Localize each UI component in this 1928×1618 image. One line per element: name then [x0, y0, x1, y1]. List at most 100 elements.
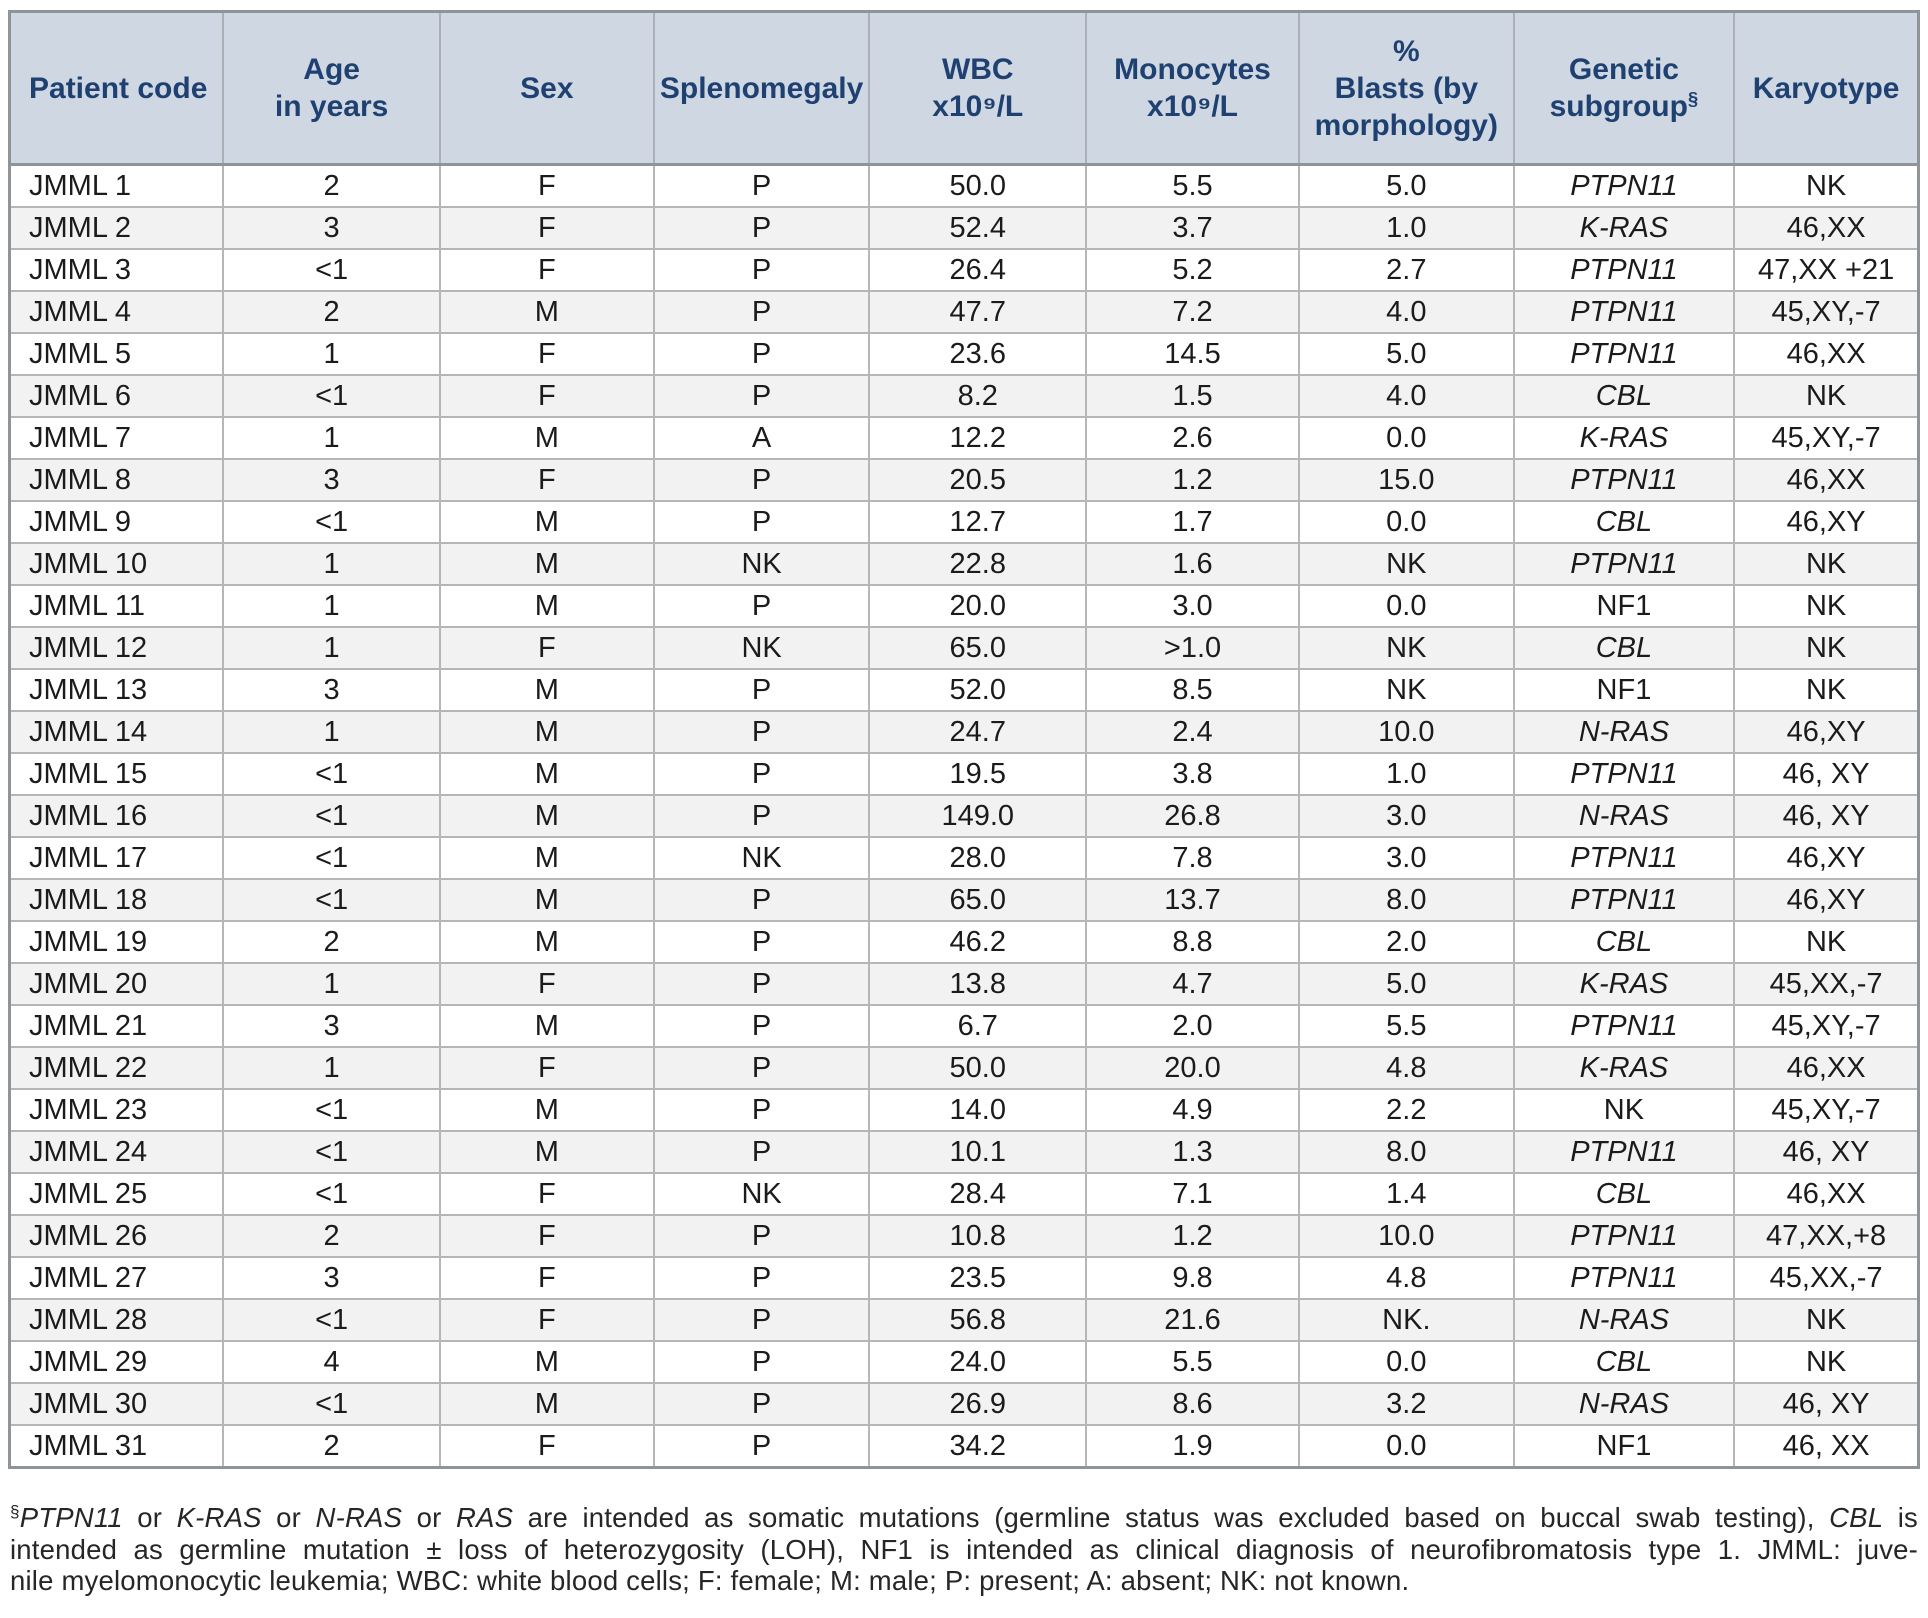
table-row: JMML 13 3 M P 52.0 8.5 NK NF1 NK: [8, 668, 1920, 712]
cell-patient-code: JMML 16: [8, 794, 225, 838]
cell-splenomegaly: P: [652, 878, 871, 922]
cell-karyotype: NK: [1733, 374, 1920, 418]
cell-blasts: 5.0: [1297, 163, 1515, 208]
cell-patient-code: JMML 25: [8, 1172, 225, 1216]
cell-age-years: 2: [222, 920, 441, 964]
cell-wbc: 12.2: [868, 416, 1088, 460]
cell-sex: M: [438, 1130, 655, 1174]
cell-wbc: 8.2: [868, 374, 1088, 418]
cell-wbc: 22.8: [868, 542, 1088, 586]
cell-splenomegaly: P: [652, 752, 871, 796]
cell-genetic-subgroup: CBL: [1512, 1172, 1736, 1216]
cell-splenomegaly: P: [652, 1382, 871, 1426]
table-row: JMML 31 2 F P 34.2 1.9 0.0 NF1 46, XX: [8, 1424, 1920, 1469]
cell-blasts: 0.0: [1297, 1340, 1515, 1384]
cell-age-years: <1: [222, 794, 441, 838]
table-row: JMML 2 3 F P 52.4 3.7 1.0 K-RAS 46,XX: [8, 206, 1920, 250]
cell-monocytes: 2.0: [1085, 1004, 1300, 1048]
cell-splenomegaly: P: [652, 500, 871, 544]
cell-monocytes: 2.6: [1085, 416, 1300, 460]
cell-monocytes: 3.8: [1085, 752, 1300, 796]
cell-blasts: 5.0: [1297, 962, 1515, 1006]
cell-splenomegaly: NK: [652, 836, 871, 880]
cell-blasts: 3.2: [1297, 1382, 1515, 1426]
cell-monocytes: 8.6: [1085, 1382, 1300, 1426]
cell-monocytes: 1.5: [1085, 374, 1300, 418]
cell-age-years: 2: [222, 163, 441, 208]
cell-sex: F: [438, 206, 655, 250]
cell-karyotype: 45,XY,-7: [1733, 1088, 1920, 1132]
cell-karyotype: 45,XX,-7: [1733, 1256, 1920, 1300]
cell-patient-code: JMML 15: [8, 752, 225, 796]
cell-splenomegaly: P: [652, 1046, 871, 1090]
cell-age-years: 2: [222, 1214, 441, 1258]
cell-patient-code: JMML 29: [8, 1340, 225, 1384]
cell-blasts: 4.0: [1297, 290, 1515, 334]
cell-karyotype: NK: [1733, 920, 1920, 964]
cell-wbc: 24.7: [868, 710, 1088, 754]
cell-splenomegaly: P: [652, 1340, 871, 1384]
header-cell-genetic-subgroup: Genetic subgroup§: [1512, 10, 1736, 166]
cell-monocytes: 26.8: [1085, 794, 1300, 838]
cell-wbc: 52.0: [868, 668, 1088, 712]
table-row: JMML 16 <1 M P 149.0 26.8 3.0 N-RAS 46, XY: [8, 794, 1920, 838]
cell-blasts: 4.8: [1297, 1256, 1515, 1300]
cell-blasts: 0.0: [1297, 584, 1515, 628]
cell-genetic-subgroup: N-RAS: [1512, 710, 1736, 754]
cell-splenomegaly: A: [652, 416, 871, 460]
cell-blasts: 5.5: [1297, 1004, 1515, 1048]
cell-age-years: <1: [222, 752, 441, 796]
cell-sex: M: [438, 752, 655, 796]
cell-wbc: 28.4: [868, 1172, 1088, 1216]
cell-age-years: 1: [222, 584, 441, 628]
cell-splenomegaly: P: [652, 920, 871, 964]
cell-splenomegaly: P: [652, 1214, 871, 1258]
cell-age-years: 3: [222, 458, 441, 502]
table-row: JMML 12 1 F NK 65.0 >1.0 NK CBL NK: [8, 626, 1920, 670]
cell-splenomegaly: P: [652, 794, 871, 838]
cell-age-years: 3: [222, 668, 441, 712]
cell-patient-code: JMML 23: [8, 1088, 225, 1132]
cell-wbc: 19.5: [868, 752, 1088, 796]
cell-monocytes: 13.7: [1085, 878, 1300, 922]
table-row: JMML 10 1 M NK 22.8 1.6 NK PTPN11 NK: [8, 542, 1920, 586]
cell-karyotype: 46,XY: [1733, 500, 1920, 544]
cell-karyotype: 46,XY: [1733, 710, 1920, 754]
cell-age-years: <1: [222, 1088, 441, 1132]
cell-patient-code: JMML 17: [8, 836, 225, 880]
table-row: JMML 23 <1 M P 14.0 4.9 2.2 NK 45,XY,-7: [8, 1088, 1920, 1132]
footnote-line: intended as germline mutation ± loss of …: [10, 1533, 1918, 1565]
cell-wbc: 10.8: [868, 1214, 1088, 1258]
table-row: JMML 17 <1 M NK 28.0 7.8 3.0 PTPN11 46,XY: [8, 836, 1920, 880]
cell-genetic-subgroup: PTPN11: [1512, 248, 1736, 292]
cell-karyotype: 47,XX,+8: [1733, 1214, 1920, 1258]
cell-monocytes: 1.2: [1085, 458, 1300, 502]
cell-age-years: <1: [222, 248, 441, 292]
cell-splenomegaly: NK: [652, 626, 871, 670]
cell-blasts: 3.0: [1297, 794, 1515, 838]
table-row: JMML 27 3 F P 23.5 9.8 4.8 PTPN11 45,XX,-7: [8, 1256, 1920, 1300]
cell-genetic-subgroup: PTPN11: [1512, 458, 1736, 502]
cell-blasts: 4.8: [1297, 1046, 1515, 1090]
cell-patient-code: JMML 19: [8, 920, 225, 964]
cell-sex: M: [438, 836, 655, 880]
cell-genetic-subgroup: CBL: [1512, 500, 1736, 544]
header-cell-wbc: WBC x10⁹/L: [868, 10, 1088, 166]
header-cell-sex: Sex: [438, 10, 655, 166]
cell-wbc: 47.7: [868, 290, 1088, 334]
cell-monocytes: 7.2: [1085, 290, 1300, 334]
cell-patient-code: JMML 13: [8, 668, 225, 712]
cell-karyotype: NK: [1733, 1298, 1920, 1342]
cell-age-years: 1: [222, 710, 441, 754]
cell-wbc: 149.0: [868, 794, 1088, 838]
cell-wbc: 20.5: [868, 458, 1088, 502]
cell-splenomegaly: P: [652, 374, 871, 418]
cell-splenomegaly: P: [652, 290, 871, 334]
table-row: JMML 29 4 M P 24.0 5.5 0.0 CBL NK: [8, 1340, 1920, 1384]
cell-sex: M: [438, 878, 655, 922]
cell-age-years: <1: [222, 500, 441, 544]
cell-age-years: 1: [222, 626, 441, 670]
footnote-line: nile myelomonocytic leukemia; WBC: white…: [10, 1565, 1410, 1596]
cell-blasts: 5.0: [1297, 332, 1515, 376]
cell-age-years: <1: [222, 1130, 441, 1174]
